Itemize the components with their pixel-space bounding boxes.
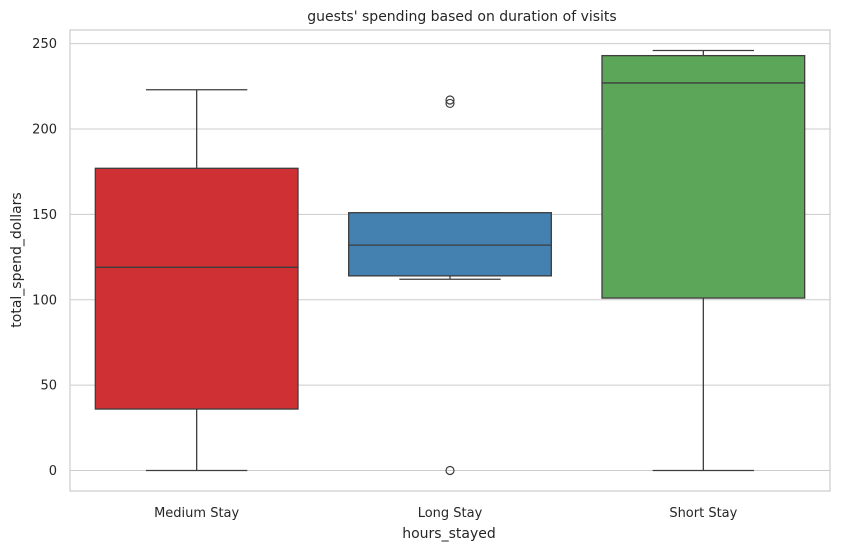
- x-tick-labels: Medium Stay Long Stay Short Stay: [154, 506, 738, 521]
- box-iqr: [94, 167, 299, 410]
- x-axis-label: hours_stayed: [402, 526, 496, 542]
- x-tick-label: Medium Stay: [154, 506, 239, 521]
- plot-frame: [69, 29, 831, 492]
- box-group: [94, 89, 299, 472]
- y-tick-label: 200: [32, 123, 57, 138]
- y-tick-label: 50: [40, 379, 57, 394]
- y-tick-label: 150: [32, 208, 57, 223]
- y-axis-label: total_spend_dollars: [9, 192, 25, 327]
- box-group: [348, 95, 552, 476]
- outlier-point: [445, 465, 455, 476]
- x-tick-label: Long Stay: [418, 506, 483, 521]
- x-tick-label: Short Stay: [669, 506, 737, 521]
- boxes: [94, 49, 806, 476]
- box-iqr: [601, 54, 806, 299]
- y-tick-label: 100: [32, 293, 57, 308]
- outlier-point: [445, 98, 455, 109]
- y-tick-label: 0: [49, 464, 57, 479]
- box-group: [601, 49, 806, 472]
- y-tick-labels: 0 50 100 150 200 250: [32, 37, 57, 479]
- outlier-point: [445, 95, 455, 105]
- box-iqr: [348, 212, 552, 277]
- y-tick-label: 250: [32, 37, 57, 52]
- chart-title: guests' spending based on duration of vi…: [307, 9, 616, 25]
